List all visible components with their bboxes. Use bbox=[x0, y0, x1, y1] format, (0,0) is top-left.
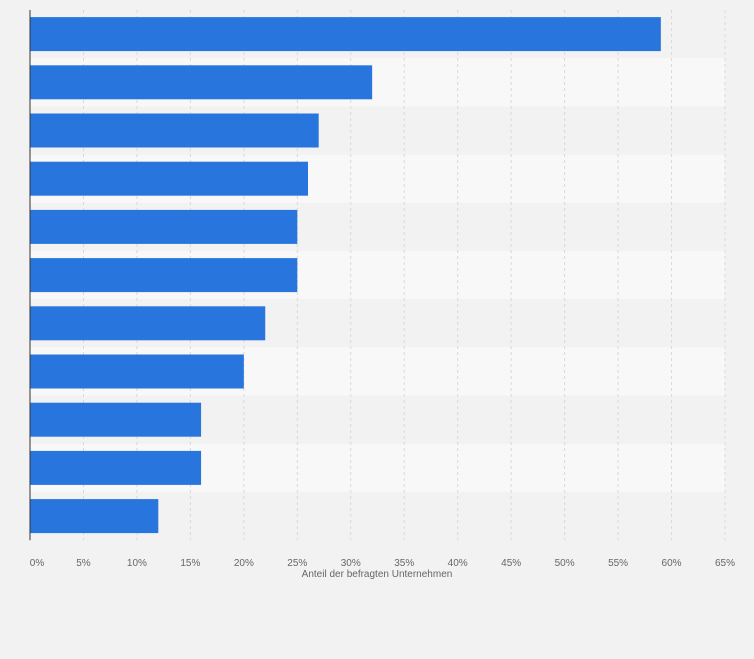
bar bbox=[30, 354, 244, 389]
x-tick-label: 35% bbox=[394, 558, 414, 569]
x-tick-label: 10% bbox=[127, 558, 147, 569]
x-tick-label: 60% bbox=[662, 558, 682, 569]
x-tick-label: 45% bbox=[501, 558, 521, 569]
x-tick-label: 40% bbox=[448, 558, 468, 569]
bar bbox=[30, 209, 298, 244]
x-axis-label: Anteil der befragten Unternehmen bbox=[301, 569, 453, 580]
bar bbox=[30, 306, 266, 341]
x-tick-label: 5% bbox=[76, 558, 91, 569]
bar bbox=[30, 402, 202, 437]
bar bbox=[30, 499, 159, 534]
x-tick-label: 65% bbox=[715, 558, 735, 569]
x-tick-label: 50% bbox=[555, 558, 575, 569]
bar bbox=[30, 17, 661, 52]
x-tick-label: 25% bbox=[287, 558, 307, 569]
bar bbox=[30, 65, 373, 100]
bar bbox=[30, 258, 298, 293]
bar bbox=[30, 113, 319, 148]
x-tick-label: 15% bbox=[180, 558, 200, 569]
x-tick-label: 0% bbox=[30, 558, 45, 569]
x-tick-label: 20% bbox=[234, 558, 254, 569]
footer-area bbox=[0, 600, 754, 659]
x-tick-label: 55% bbox=[608, 558, 628, 569]
bar bbox=[30, 450, 202, 485]
bar bbox=[30, 161, 308, 196]
x-tick-label: 30% bbox=[341, 558, 361, 569]
bar-chart: 0% 5% 10% 15% 20% 25% 30% 35% 40% 45% 50% 55% 60% 65% bbox=[29, 10, 735, 569]
